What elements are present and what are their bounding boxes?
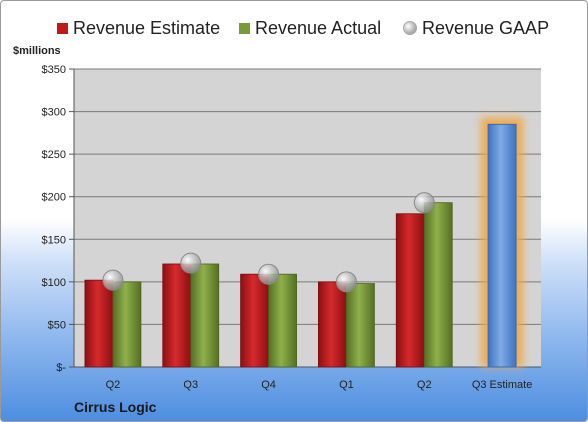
- bar-actual: [346, 283, 375, 368]
- x-tick-label: Q3 Estimate: [472, 379, 533, 391]
- legend-item-gaap: Revenue GAAP: [403, 15, 549, 41]
- gaap-marker: [102, 269, 124, 291]
- legend-swatch-gaap: [403, 21, 417, 35]
- plot-background: [74, 69, 541, 367]
- y-tick-label: $-: [56, 362, 66, 374]
- bar-actual: [190, 263, 220, 368]
- gaap-marker: [180, 252, 202, 274]
- bar-estimate: [240, 273, 269, 368]
- x-tick-label: Q4: [261, 379, 276, 391]
- company-name: Cirrus Logic: [74, 399, 157, 415]
- legend-item-estimate: Revenue Estimate: [57, 15, 220, 41]
- y-tick-label: $250: [42, 149, 66, 161]
- legend-swatch-estimate: [57, 22, 68, 34]
- bar-actual: [268, 273, 297, 368]
- legend: Revenue Estimate Revenue Actual Revenue …: [1, 15, 587, 41]
- x-tick-label: Q2: [106, 379, 121, 391]
- y-tick-label: $350: [42, 64, 66, 76]
- bar-estimate: [395, 213, 425, 368]
- legend-label-estimate: Revenue Estimate: [73, 17, 221, 38]
- y-tick-label: $200: [42, 192, 66, 204]
- y-axis-label: $millions: [13, 45, 61, 57]
- x-tick-label: Q2: [417, 379, 432, 391]
- y-tick-label: $300: [42, 107, 66, 119]
- bar-estimate: [162, 263, 192, 368]
- bar-actual: [112, 281, 142, 368]
- legend-label-gaap: Revenue GAAP: [422, 17, 550, 38]
- y-tick-label: $150: [42, 234, 66, 246]
- y-tick-label: $50: [48, 319, 66, 331]
- bar-actual: [423, 202, 453, 368]
- gaap-marker: [413, 192, 435, 214]
- legend-label-actual: Revenue Actual: [255, 17, 382, 38]
- legend-item-actual: Revenue Actual: [239, 15, 381, 41]
- x-tick-label: Q1: [339, 379, 354, 391]
- gaap-marker: [335, 271, 357, 293]
- plot-area: $- $50 $100 $150 $200 $250 $300 $350 Q2 Q3 Q4 Q1 Q2 Q…: [42, 64, 541, 391]
- bar-estimate: [84, 279, 114, 368]
- gaap-marker: [258, 263, 280, 285]
- bar-estimate: [487, 123, 517, 368]
- y-tick-label: $100: [42, 277, 66, 289]
- x-tick-label: Q3: [183, 379, 198, 391]
- legend-swatch-actual: [239, 22, 250, 34]
- bar-estimate: [318, 281, 347, 368]
